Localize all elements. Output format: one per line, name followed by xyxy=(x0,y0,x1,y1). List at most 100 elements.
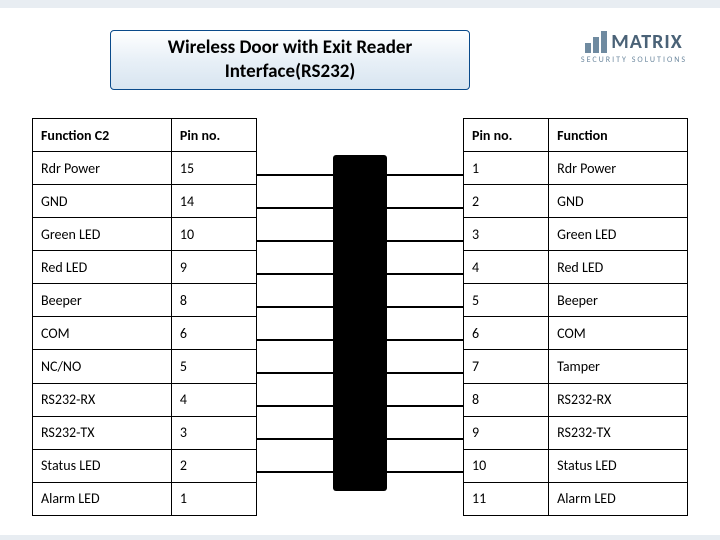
table-cell: RS232-RX xyxy=(549,383,688,416)
wire-line xyxy=(257,174,333,176)
table-cell: Rdr Power xyxy=(549,152,688,185)
table-cell: GND xyxy=(33,185,172,218)
table-cell: Beeper xyxy=(549,284,688,317)
wire-line xyxy=(387,207,463,209)
table-cell: Status LED xyxy=(549,449,688,482)
wire-line xyxy=(257,372,333,374)
wire-line xyxy=(257,471,333,473)
table-row: Rdr Power15 xyxy=(33,152,257,185)
logo-tagline: SECURITY SOLUTIONS xyxy=(581,55,687,65)
table-cell: 15 xyxy=(171,152,256,185)
wire-line xyxy=(387,273,463,275)
wire-line xyxy=(257,405,333,407)
logo-brand-text: MATRIX xyxy=(611,30,683,54)
col-header: Pin no. xyxy=(171,119,256,152)
table-cell: Status LED xyxy=(33,449,172,482)
table-cell: RS232-TX xyxy=(549,416,688,449)
table-row: 3Green LED xyxy=(464,218,688,251)
table-cell: GND xyxy=(549,185,688,218)
table-cell: 9 xyxy=(464,416,549,449)
wire-line xyxy=(387,306,463,308)
table-row: Beeper8 xyxy=(33,284,257,317)
table-row: 4Red LED xyxy=(464,251,688,284)
table-row: RS232-TX3 xyxy=(33,416,257,449)
table-cell: 3 xyxy=(171,416,256,449)
table-cell: 6 xyxy=(171,317,256,350)
table-row: 8RS232-RX xyxy=(464,383,688,416)
table-cell: NC/NO xyxy=(33,350,172,383)
table-cell: Green LED xyxy=(549,218,688,251)
logo-main: MATRIX xyxy=(585,30,683,54)
brand-logo: MATRIX SECURITY SOLUTIONS xyxy=(570,30,698,82)
wire-line xyxy=(387,174,463,176)
wire-line xyxy=(387,240,463,242)
page-title: Wireless Door with Exit Reader Interface… xyxy=(110,30,470,90)
table-row: 10Status LED xyxy=(464,449,688,482)
wire-line xyxy=(257,207,333,209)
table-row: 5Beeper xyxy=(464,284,688,317)
table-row: 2GND xyxy=(464,185,688,218)
table-row: 6COM xyxy=(464,317,688,350)
table-row: 9RS232-TX xyxy=(464,416,688,449)
pinout-tables: Function C2 Pin no. Rdr Power15GND14Gree… xyxy=(32,118,688,516)
table-row: 7Tamper xyxy=(464,350,688,383)
col-header: Pin no. xyxy=(464,119,549,152)
table-cell: 3 xyxy=(464,218,549,251)
table-cell: 2 xyxy=(464,185,549,218)
right-pin-table: Pin no. Function 1Rdr Power2GND3Green LE… xyxy=(463,118,688,516)
table-row: 1Rdr Power xyxy=(464,152,688,185)
table-row: COM6 xyxy=(33,317,257,350)
table-cell: 7 xyxy=(464,350,549,383)
wire-line xyxy=(257,438,333,440)
table-cell: COM xyxy=(549,317,688,350)
table-cell: Alarm LED xyxy=(549,482,688,515)
table-row: Green LED10 xyxy=(33,218,257,251)
wires-right xyxy=(387,155,463,491)
table-cell: 1 xyxy=(171,482,256,515)
table-cell: Beeper xyxy=(33,284,172,317)
table-cell: 10 xyxy=(171,218,256,251)
table-row: Red LED9 xyxy=(33,251,257,284)
slide-top-bar xyxy=(0,0,720,8)
table-cell: 4 xyxy=(464,251,549,284)
table-cell: Tamper xyxy=(549,350,688,383)
left-pin-table: Function C2 Pin no. Rdr Power15GND14Gree… xyxy=(32,118,257,516)
table-cell: COM xyxy=(33,317,172,350)
table-cell: 10 xyxy=(464,449,549,482)
slide-footer-rule xyxy=(0,535,720,540)
table-cell: 6 xyxy=(464,317,549,350)
wire-line xyxy=(387,405,463,407)
wire-line xyxy=(257,306,333,308)
table-cell: 14 xyxy=(171,185,256,218)
wire-line xyxy=(387,471,463,473)
table-row: Status LED2 xyxy=(33,449,257,482)
table-cell: 5 xyxy=(464,284,549,317)
col-header: Function C2 xyxy=(33,119,172,152)
logo-bars-icon xyxy=(585,31,607,53)
table-row: NC/NO5 xyxy=(33,350,257,383)
table-cell: 5 xyxy=(171,350,256,383)
table-cell: 4 xyxy=(171,383,256,416)
wire-line xyxy=(387,339,463,341)
table-row: GND14 xyxy=(33,185,257,218)
table-cell: Red LED xyxy=(33,251,172,284)
connector-chip-icon xyxy=(333,155,387,491)
wire-line xyxy=(387,438,463,440)
table-cell: Red LED xyxy=(549,251,688,284)
table-cell: Green LED xyxy=(33,218,172,251)
wire-line xyxy=(257,273,333,275)
table-cell: 8 xyxy=(171,284,256,317)
wire-line xyxy=(387,372,463,374)
wires-left xyxy=(257,155,333,491)
wire-line xyxy=(257,240,333,242)
table-cell: 1 xyxy=(464,152,549,185)
table-header-row: Function C2 Pin no. xyxy=(33,119,257,152)
table-row: Alarm LED1 xyxy=(33,482,257,515)
table-header-row: Pin no. Function xyxy=(464,119,688,152)
table-cell: Alarm LED xyxy=(33,482,172,515)
col-header: Function xyxy=(549,119,688,152)
table-cell: 9 xyxy=(171,251,256,284)
table-row: RS232-RX4 xyxy=(33,383,257,416)
table-cell: RS232-RX xyxy=(33,383,172,416)
connector-diagram xyxy=(257,118,463,516)
